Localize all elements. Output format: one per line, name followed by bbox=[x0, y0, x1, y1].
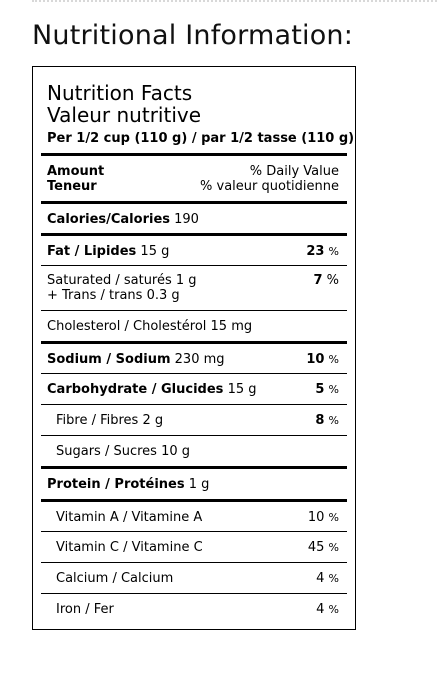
daily-value-header-en: % Daily Value bbox=[249, 164, 339, 179]
pct-sign: % bbox=[328, 511, 339, 524]
vitamin-a-label: Vitamin A / Vitamine A bbox=[56, 510, 203, 525]
rule bbox=[41, 310, 347, 311]
fat-label: Fat / Lipides bbox=[47, 244, 137, 259]
row-vitamin-c: Vitamin C / Vitamine C 45 % bbox=[41, 532, 347, 563]
fibre-label: Fibre / Fibres 2 g bbox=[56, 413, 164, 428]
saturated-pct: 7 bbox=[313, 273, 323, 288]
rule-thick bbox=[41, 153, 347, 156]
calcium-label: Calcium / Calcium bbox=[56, 571, 174, 586]
row-calcium: Calcium / Calcium 4 % bbox=[41, 563, 347, 594]
amount-header-fr: Teneur bbox=[47, 179, 97, 194]
rule bbox=[41, 435, 347, 436]
rule bbox=[41, 404, 347, 405]
row-fibre: Fibre / Fibres 2 g 8 % bbox=[41, 405, 347, 436]
row-calories: Calories/Calories 190 bbox=[41, 204, 347, 235]
saturated-label: Saturated / saturés bbox=[47, 273, 172, 288]
pct-sign: % bbox=[328, 383, 339, 396]
rule bbox=[41, 531, 347, 532]
carb-pct: 5 bbox=[315, 382, 325, 397]
section-heading: Nutritional Information: bbox=[32, 20, 354, 51]
vitamin-c-label: Vitamin C / Vitamine C bbox=[56, 540, 203, 555]
row-vitamin-a: Vitamin A / Vitamine A 10 % bbox=[41, 502, 347, 533]
rule-thick bbox=[41, 466, 347, 469]
row-sugars: Sugars / Sucres 10 g bbox=[41, 436, 347, 467]
pct-sign: % bbox=[328, 245, 339, 258]
rule bbox=[41, 265, 347, 266]
rule bbox=[41, 373, 347, 374]
row-sodium: Sodium / Sodium 230 mg 10 % bbox=[41, 344, 347, 375]
fat-pct: 23 bbox=[306, 244, 325, 259]
serving-size: Per 1/2 cup (110 g) / par 1/2 tasse (110… bbox=[47, 131, 355, 146]
row-carbohydrate: Carbohydrate / Glucides 15 g 5 % bbox=[41, 374, 347, 405]
fibre-pct: 8 bbox=[315, 413, 325, 428]
vitamin-c-pct: 45 bbox=[307, 540, 325, 555]
cholesterol-line: Cholesterol / Cholestérol 15 mg bbox=[47, 319, 253, 334]
row-cholesterol: Cholesterol / Cholestérol 15 mg bbox=[41, 311, 347, 342]
carb-label: Carbohydrate / Glucides bbox=[47, 382, 224, 397]
amount-header: Amount Teneur bbox=[47, 164, 104, 194]
fat-amount: 15 g bbox=[140, 244, 170, 259]
sugars-line: Sugars / Sucres 10 g bbox=[56, 444, 190, 459]
protein-amount: 1 g bbox=[188, 477, 210, 492]
pct-sign: % bbox=[326, 273, 339, 288]
pct-sign: % bbox=[328, 541, 339, 554]
rule bbox=[41, 562, 347, 563]
daily-value-header-fr: % valeur quotidienne bbox=[200, 179, 339, 194]
title-english: Nutrition Facts bbox=[47, 81, 193, 105]
protein-label: Protein / Protéines bbox=[47, 477, 185, 492]
pct-sign: % bbox=[328, 414, 339, 427]
sodium-pct: 10 bbox=[306, 352, 325, 367]
row-iron: Iron / Fer 4 % bbox=[41, 594, 347, 625]
sodium-label: Sodium / Sodium bbox=[47, 352, 171, 367]
nutrition-facts-table: Nutrition Facts Valeur nutritive Per 1/2… bbox=[32, 66, 356, 630]
sodium-amount: 230 mg bbox=[174, 352, 225, 367]
rule-thick bbox=[41, 341, 347, 344]
iron-pct: 4 bbox=[316, 602, 325, 617]
trans-line: + Trans / trans 0.3 g bbox=[47, 288, 180, 303]
vitamin-a-pct: 10 bbox=[307, 510, 325, 525]
row-saturated: Saturated / saturés 1 g + Trans / trans … bbox=[41, 265, 347, 307]
row-protein: Protein / Protéines 1 g bbox=[41, 469, 347, 500]
row-fat: Fat / Lipides 15 g 23 % bbox=[41, 236, 347, 267]
rule bbox=[41, 593, 347, 594]
iron-label: Iron / Fer bbox=[56, 602, 114, 617]
calories-label: Calories/Calories bbox=[47, 212, 170, 227]
carb-amount: 15 g bbox=[227, 382, 257, 397]
top-divider bbox=[32, 0, 437, 2]
rule-thick bbox=[41, 233, 347, 236]
calcium-pct: 4 bbox=[316, 571, 325, 586]
pct-sign: % bbox=[328, 353, 339, 366]
rule-thick bbox=[41, 499, 347, 502]
rule-thick bbox=[41, 201, 347, 204]
saturated-amount: 1 g bbox=[175, 273, 197, 288]
calories-value: 190 bbox=[174, 212, 199, 227]
daily-value-header: % Daily Value % valeur quotidienne bbox=[200, 164, 339, 194]
pct-sign: % bbox=[328, 572, 339, 585]
amount-header-en: Amount bbox=[47, 164, 105, 179]
pct-sign: % bbox=[328, 603, 339, 616]
title-french: Valeur nutritive bbox=[47, 103, 202, 127]
